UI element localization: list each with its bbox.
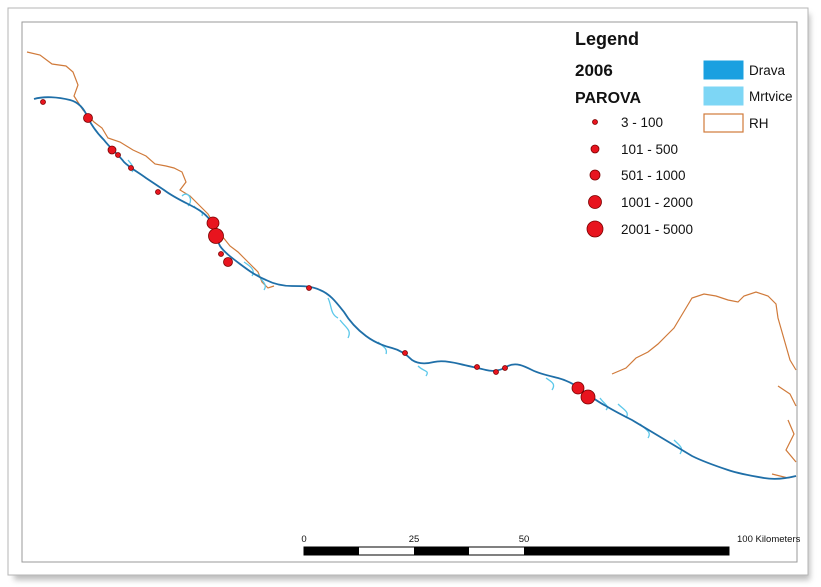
legend-class-symbol	[586, 220, 604, 238]
drava-river	[33, 96, 797, 480]
colony-point	[107, 145, 117, 155]
colony-point	[580, 389, 596, 405]
legend-class-symbol	[592, 119, 598, 125]
data-frame	[21, 21, 798, 563]
legend-swatch-label: Mrtvice	[749, 89, 793, 104]
colony-point	[208, 228, 224, 244]
colony-point	[115, 152, 121, 158]
parova-symbols	[40, 99, 596, 405]
scale-tick-label: 0	[301, 534, 306, 545]
colony-point	[571, 381, 585, 395]
legend-classes	[586, 119, 604, 238]
colony-point	[128, 165, 134, 171]
legend-class-symbol	[590, 144, 600, 154]
colony-point	[402, 350, 408, 356]
drava-swatch	[703, 60, 744, 80]
colony-point	[40, 99, 46, 105]
legend-class-label: 101 - 500	[621, 142, 678, 157]
legend: Legend 2006 PAROVA 3 - 100 101 - 500 501…	[575, 29, 793, 238]
colony-point	[155, 189, 161, 195]
rh-swatch	[703, 113, 744, 133]
legend-swatch-label: Drava	[749, 63, 786, 78]
scale-tick-label: 25	[409, 534, 420, 545]
scale-bar: 0 25 50 100 Kilometers	[301, 534, 801, 556]
legend-year: 2006	[575, 61, 613, 80]
legend-class-symbol	[588, 195, 602, 209]
legend-class-symbol	[589, 169, 601, 181]
colony-point	[493, 369, 499, 375]
legend-class-label: 2001 - 5000	[621, 222, 693, 237]
legend-class-label: 1001 - 2000	[621, 195, 693, 210]
scale-tick-label: 50	[519, 534, 530, 545]
colony-point	[206, 216, 220, 230]
map-border	[7, 7, 809, 576]
mrtvice-swatch	[703, 86, 744, 106]
colony-point	[306, 285, 312, 291]
colony-point	[83, 113, 93, 123]
legend-swatch-label: RH	[749, 116, 769, 131]
legend-layer-name: PAROVA	[575, 90, 642, 107]
legend-title: Legend	[575, 29, 639, 49]
scale-end-label: 100 Kilometers	[737, 534, 801, 545]
colony-point	[502, 365, 508, 371]
colony-point	[474, 364, 480, 370]
colony-point	[218, 251, 224, 257]
legend-class-label: 501 - 1000	[621, 168, 686, 183]
colony-point	[223, 257, 233, 267]
legend-class-label: 3 - 100	[621, 115, 663, 130]
